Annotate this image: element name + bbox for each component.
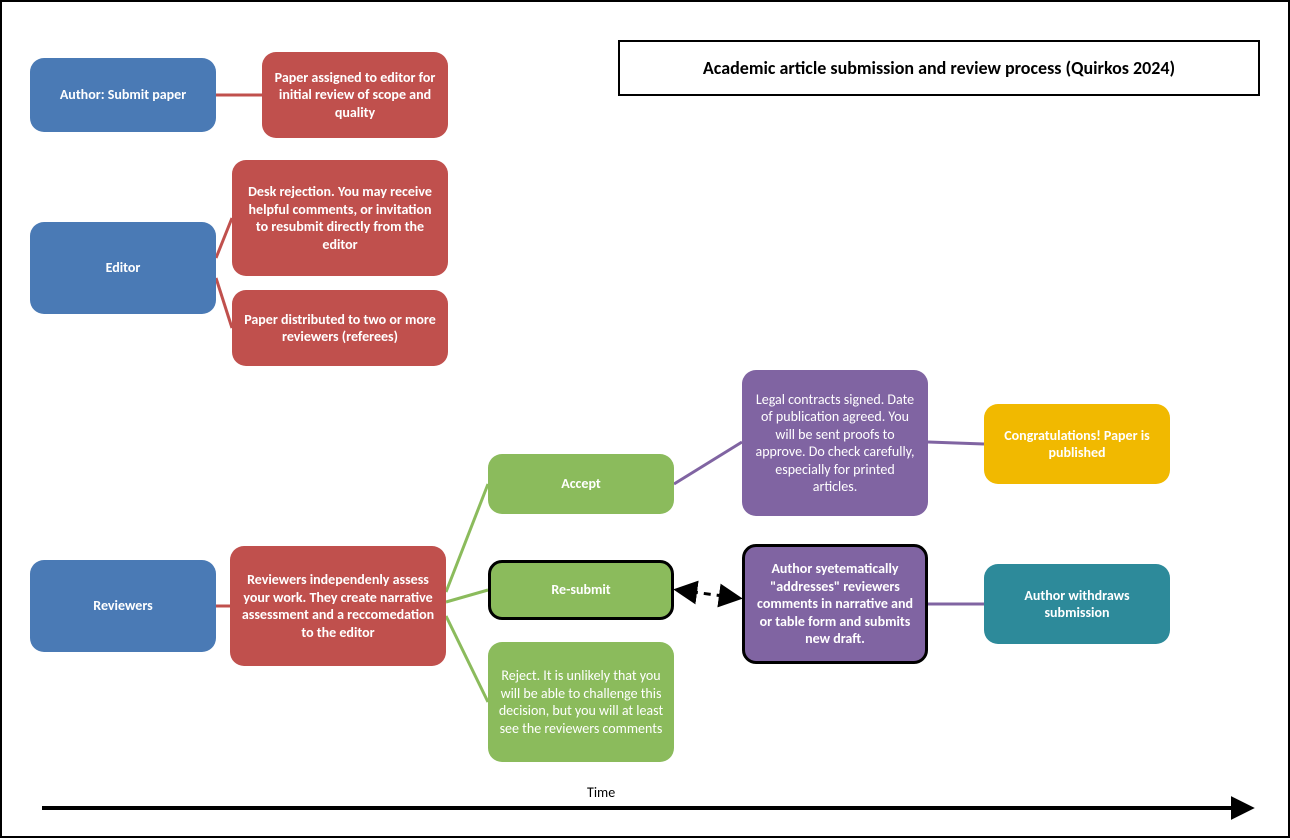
edge-legal-published xyxy=(928,442,984,444)
node-editor: Editor xyxy=(30,222,216,314)
node-reviewers: Reviewers xyxy=(30,560,216,652)
node-deskrej: Desk rejection. You may receive helpful … xyxy=(232,160,448,276)
node-address: Author syetematically "addresses" review… xyxy=(742,544,928,664)
node-author: Author: Submit paper xyxy=(30,58,216,132)
node-accept: Accept xyxy=(488,454,674,514)
node-resubmit: Re-submit xyxy=(488,560,674,620)
node-legal: Legal contracts signed. Date of publicat… xyxy=(742,370,928,516)
node-reject: Reject. It is unlikely that you will be … xyxy=(488,642,674,762)
node-withdraw: Author withdraws submission xyxy=(984,564,1170,644)
diagram-frame: Academic article submission and review p… xyxy=(0,0,1290,838)
node-published: Congratulations! Paper is published xyxy=(984,404,1170,484)
edge-assess-reject xyxy=(446,616,488,702)
time-axis-label: Time xyxy=(587,784,615,801)
node-assigned: Paper assigned to editor for initial rev… xyxy=(262,52,448,138)
edge-editor-deskrej xyxy=(216,218,232,258)
edge-accept-legal xyxy=(674,442,742,484)
edge-assess-accept xyxy=(446,484,488,592)
diagram-title: Academic article submission and review p… xyxy=(618,40,1260,96)
edge-resubmit-address xyxy=(678,590,738,598)
edge-editor-distrib xyxy=(216,278,232,328)
node-distrib: Paper distributed to two or more reviewe… xyxy=(232,290,448,366)
edge-assess-resubmit xyxy=(446,590,488,602)
node-assess: Reviewers independenly assess your work.… xyxy=(230,546,446,666)
